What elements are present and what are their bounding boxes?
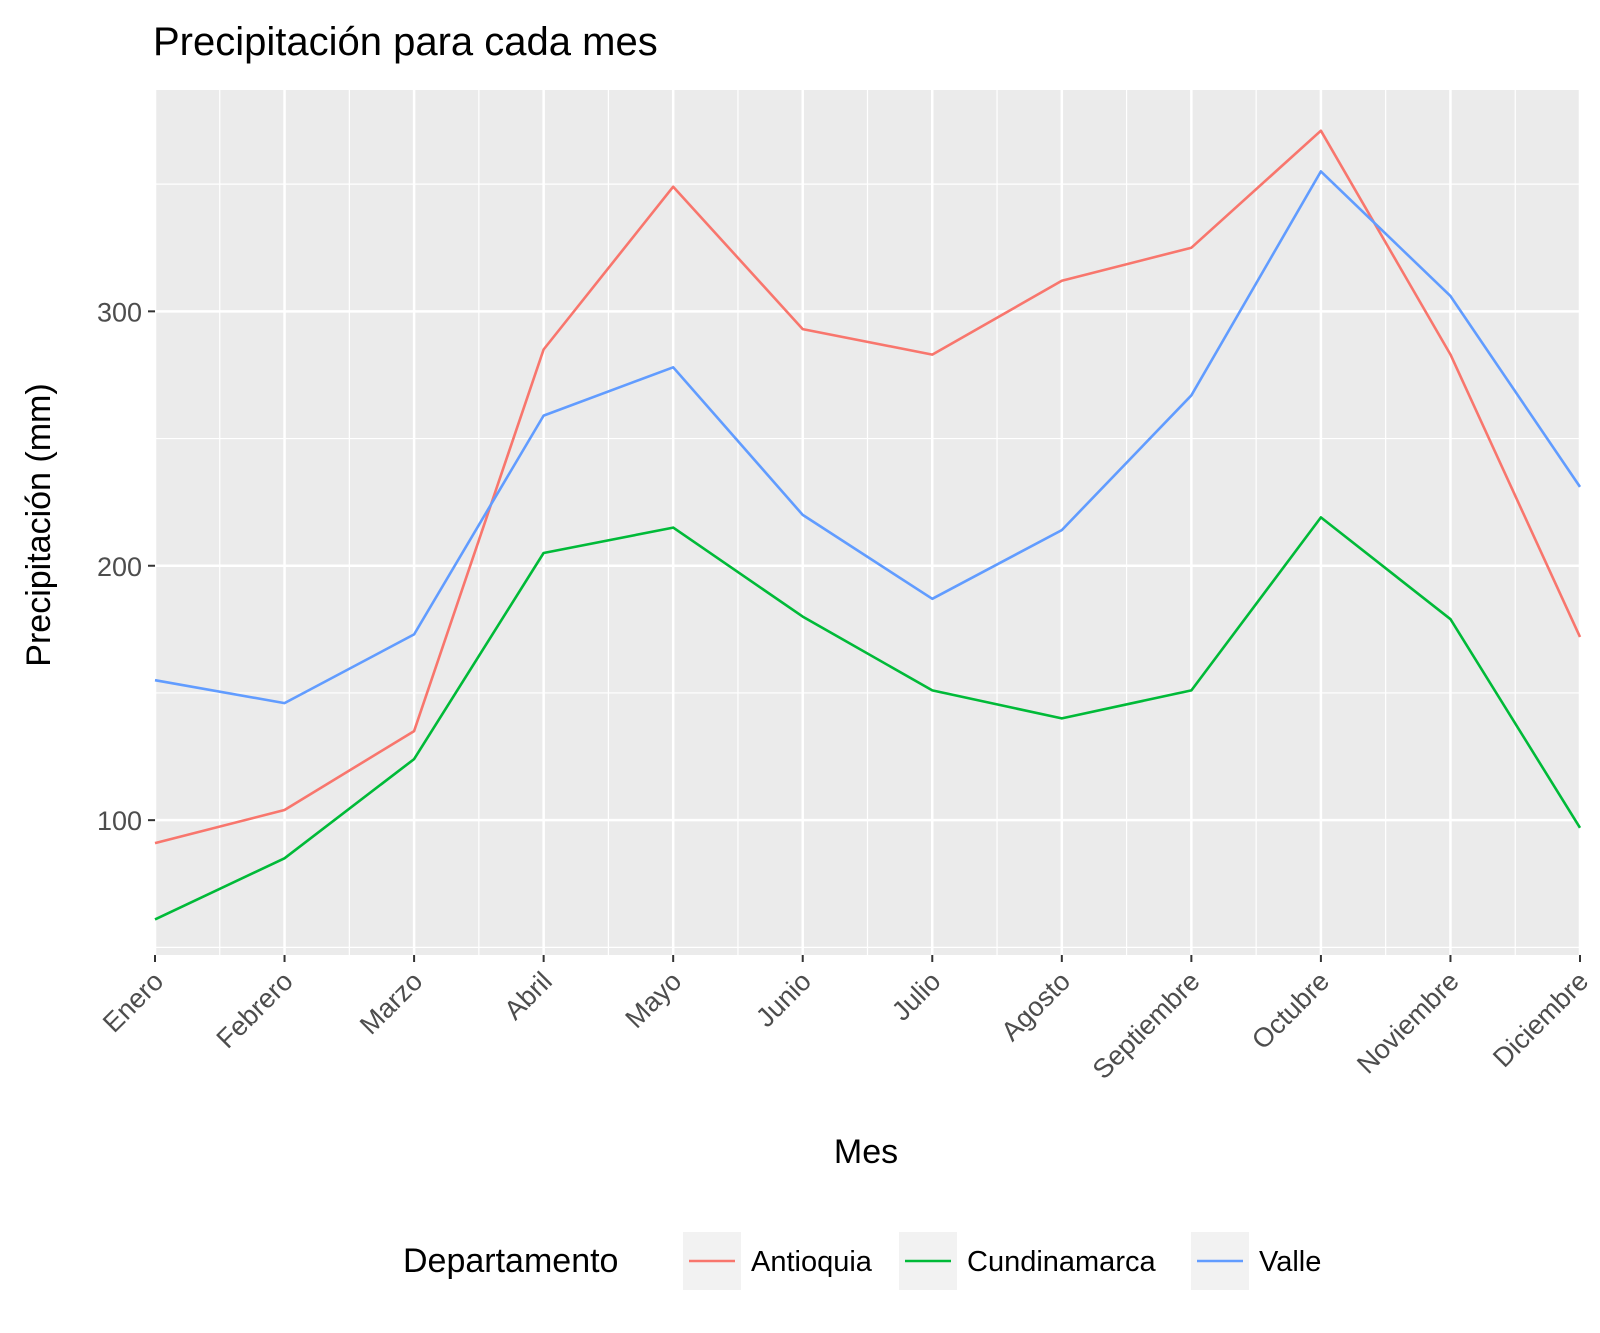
series-line-cundinamarca (154, 516, 1582, 921)
x-axis-title: Mes (834, 1133, 898, 1171)
chart-title: Precipitación para cada mes (153, 20, 658, 64)
series-lines (154, 129, 1582, 921)
legend-title: Departamento (403, 1242, 618, 1280)
y-tick-label: 100 (97, 806, 142, 836)
y-tick-label: 300 (97, 297, 142, 327)
legend-label-antioquia: Antioquia (751, 1246, 873, 1278)
legend-label-cundinamarca: Cundinamarca (967, 1246, 1156, 1278)
legend: Departamento Antioquia Cundinamarca Valle (403, 1232, 1321, 1290)
y-axis: 100 200 300 (97, 297, 155, 836)
legend-label-valle: Valle (1259, 1246, 1321, 1278)
y-axis-title: Precipitación (mm) (20, 383, 58, 666)
minor-gridlines (155, 90, 1580, 955)
series-line-valle (154, 170, 1582, 705)
series-line-antioquia (154, 129, 1582, 845)
y-tick-label: 200 (97, 552, 142, 582)
